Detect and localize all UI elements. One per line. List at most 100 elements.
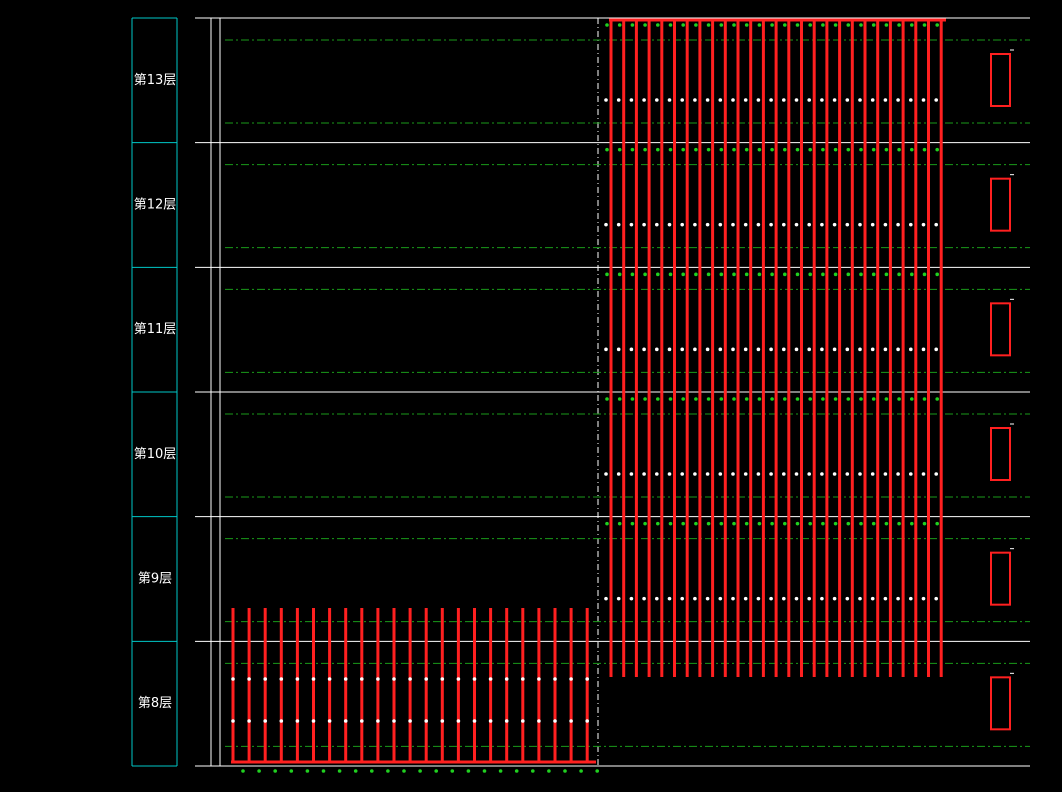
outlet (370, 769, 374, 773)
valve-green (783, 272, 787, 277)
valve (655, 347, 659, 352)
valve-green (922, 23, 927, 27)
outlet (563, 769, 567, 773)
valve (616, 347, 621, 352)
valve-green (668, 521, 673, 526)
valve (279, 719, 284, 723)
valve (504, 719, 509, 723)
valve (921, 98, 926, 102)
valve (680, 222, 684, 227)
valve-green (922, 397, 927, 401)
valve-green (770, 397, 774, 401)
valve (731, 222, 735, 227)
valve (883, 596, 888, 601)
valve (807, 596, 811, 601)
valve-green (833, 397, 838, 401)
valve (832, 472, 837, 476)
valve-green (910, 23, 914, 27)
valve-green (744, 23, 749, 27)
valve (807, 347, 811, 352)
valve-green (694, 272, 698, 277)
valve-green (808, 397, 812, 401)
valve (807, 222, 811, 227)
valve (807, 472, 811, 476)
valve (693, 347, 697, 352)
valve-green (897, 23, 901, 27)
valve (705, 222, 710, 227)
valve (769, 472, 773, 476)
valve-green (744, 272, 749, 277)
valve-green (884, 272, 889, 277)
valve (604, 98, 608, 102)
valve (424, 677, 429, 681)
valve-green (706, 23, 711, 27)
valve (680, 347, 684, 352)
valve (616, 98, 621, 102)
valve (858, 222, 862, 227)
valve-green (922, 147, 927, 152)
valve (360, 677, 364, 681)
valve (807, 98, 811, 102)
outlet (498, 769, 503, 773)
valve (832, 98, 837, 102)
valve (743, 347, 748, 352)
floor-label: 第8层 (138, 696, 172, 711)
valve (392, 677, 396, 681)
valve (585, 677, 589, 681)
valve-green (821, 23, 825, 27)
valve (858, 472, 862, 476)
valve-green (732, 397, 736, 401)
valve (705, 98, 710, 102)
valve-green (935, 272, 939, 277)
valve (472, 719, 477, 723)
valve (845, 98, 850, 102)
valve (629, 98, 634, 102)
valve-green (706, 147, 711, 152)
valve-green (770, 272, 774, 277)
valve (537, 719, 541, 723)
valve (743, 472, 748, 476)
outlet (353, 769, 358, 773)
valve-green (706, 397, 711, 401)
valve (756, 347, 761, 352)
valve-green (833, 23, 838, 27)
valve (693, 596, 697, 601)
valve-green (821, 397, 825, 401)
valve-green (668, 23, 673, 27)
valve-green (668, 147, 673, 152)
valve (680, 472, 684, 476)
valve (718, 347, 723, 352)
valve-green (846, 147, 851, 152)
valve (934, 222, 938, 227)
valve-green (656, 272, 660, 277)
valve (756, 222, 761, 227)
valve (756, 472, 761, 476)
valve (629, 222, 634, 227)
valve (756, 596, 761, 601)
valve-green (643, 272, 647, 277)
valve-green (795, 272, 800, 277)
valve-green (783, 23, 787, 27)
valve (782, 472, 786, 476)
valve-green (871, 147, 876, 152)
valve (743, 596, 748, 601)
valve (440, 677, 445, 681)
valve-green (821, 272, 825, 277)
valve-green (884, 397, 889, 401)
valve (921, 596, 926, 601)
floor-label: 第10层 (134, 447, 177, 462)
valve-green (859, 521, 863, 526)
valve-green (681, 397, 685, 401)
valve-green (833, 147, 838, 152)
valve (794, 222, 799, 227)
valve-green (643, 397, 647, 401)
valve (731, 596, 735, 601)
valve (360, 719, 364, 723)
outlet (514, 769, 519, 773)
valve-green (795, 521, 800, 526)
valve (883, 98, 888, 102)
valve-green (770, 147, 774, 152)
outlet (450, 769, 455, 773)
valve (794, 347, 799, 352)
valve-green (897, 147, 901, 152)
